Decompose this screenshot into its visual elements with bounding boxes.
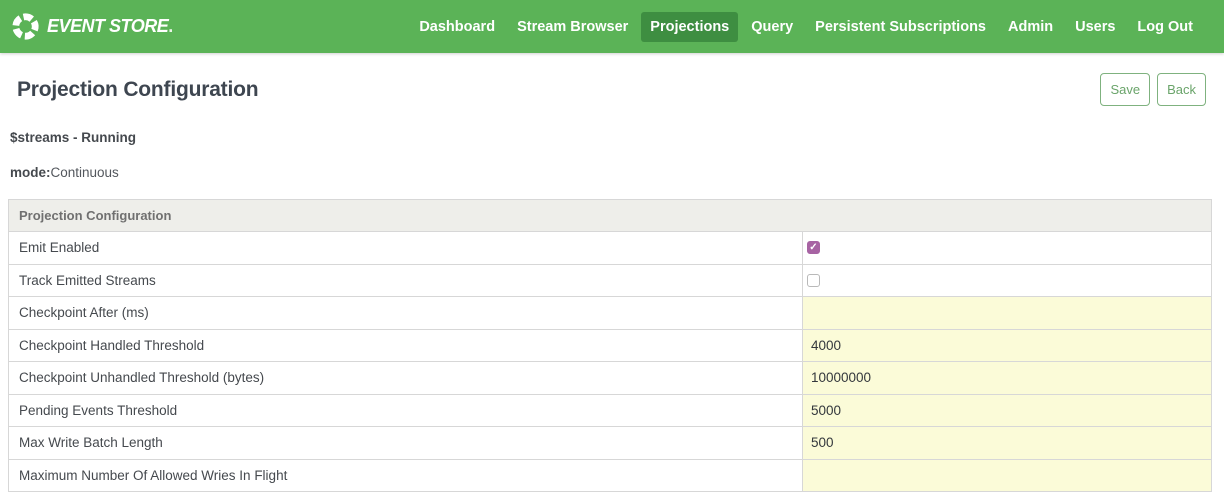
- header-buttons: Save Back: [1100, 73, 1206, 106]
- table-row: Maximum Number Of Allowed Wries In Fligh…: [9, 458, 1211, 491]
- table-row: Checkpoint Unhandled Threshold (bytes): [9, 361, 1211, 394]
- nav-item-dashboard[interactable]: Dashboard: [419, 18, 496, 35]
- nav-item-users[interactable]: Users: [1075, 18, 1116, 35]
- row-label-maximum-number-of-allowed-wries-in-flight: Maximum Number Of Allowed Wries In Fligh…: [19, 467, 288, 483]
- mode-label: mode:: [10, 165, 51, 180]
- max-write-batch-length-input[interactable]: [803, 427, 1211, 459]
- emit-enabled-checkbox[interactable]: ✓: [807, 241, 820, 255]
- page-header: Projection Configuration Save Back: [0, 53, 1224, 106]
- row-label-checkpoint-handled-threshold: Checkpoint Handled Threshold: [19, 337, 205, 353]
- row-value-cell: ✓: [802, 264, 1211, 296]
- nav-item-persistent-subscriptions[interactable]: Persistent Subscriptions: [815, 18, 986, 35]
- row-label-checkpoint-after-ms-: Checkpoint After (ms): [19, 305, 149, 321]
- nav-item-query[interactable]: Query: [751, 18, 794, 35]
- nav-item-stream-browser[interactable]: Stream Browser: [517, 18, 629, 35]
- checkpoint-unhandled-threshold-bytes--input[interactable]: [803, 362, 1211, 394]
- table-row: Max Write Batch Length: [9, 426, 1211, 459]
- brand-period: .: [168, 16, 173, 36]
- table-row: Pending Events Threshold: [9, 393, 1211, 426]
- checkpoint-after-ms--input[interactable]: [803, 297, 1211, 329]
- nav-item-log-out[interactable]: Log Out: [1137, 18, 1193, 35]
- mode-value: Continuous: [50, 165, 119, 180]
- page-title: Projection Configuration: [17, 78, 259, 101]
- table-row: Emit Enabled ✓: [9, 231, 1211, 264]
- event-store-logo[interactable]: EVENT STORE.: [10, 11, 173, 42]
- back-button[interactable]: Back: [1157, 73, 1206, 106]
- nav-item-projections[interactable]: Projections: [641, 11, 739, 42]
- row-value-cell: [802, 459, 1211, 491]
- top-navbar: EVENT STORE. Dashboard Stream Browser Proj…: [0, 0, 1224, 53]
- pending-events-threshold-input[interactable]: [803, 394, 1211, 426]
- row-value-cell: [802, 362, 1211, 394]
- row-value-cell: [802, 329, 1211, 361]
- table-row: Checkpoint Handled Threshold: [9, 328, 1211, 361]
- table-header: Projection Configuration: [9, 200, 1211, 231]
- table-body: Emit Enabled ✓ Track Emitted Streams ✓ Check…: [9, 231, 1211, 491]
- nav-menu: Dashboard Stream Browser Projections Query P…: [410, 11, 1202, 42]
- projection-status: $streams - Running: [10, 130, 137, 145]
- mode-line: mode:Continuous: [0, 165, 1224, 180]
- row-label-track-emitted-streams: Track Emitted Streams: [19, 272, 156, 288]
- row-label-emit-enabled: Emit Enabled: [19, 240, 100, 256]
- projection-configuration-table: Projection Configuration Emit Enabled ✓ Tr…: [8, 199, 1212, 492]
- maximum-number-of-allowed-wries-in-flight-input[interactable]: [803, 459, 1211, 491]
- circular-arrows-icon: [12, 13, 39, 40]
- row-value-cell: [802, 297, 1211, 329]
- row-value-cell: [802, 394, 1211, 426]
- row-value-cell: ✓: [802, 232, 1211, 264]
- table-row: Track Emitted Streams ✓: [9, 263, 1211, 296]
- table-row: Checkpoint After (ms): [9, 296, 1211, 329]
- save-button[interactable]: Save: [1100, 73, 1151, 106]
- row-label-max-write-batch-length: Max Write Batch Length: [19, 435, 163, 451]
- check-icon: ✓: [809, 241, 818, 253]
- track-emitted-streams-checkbox[interactable]: ✓: [807, 273, 820, 287]
- row-value-cell: [802, 427, 1211, 459]
- row-label-checkpoint-unhandled-threshold-bytes-: Checkpoint Unhandled Threshold (bytes): [19, 370, 265, 386]
- nav-item-admin[interactable]: Admin: [1008, 18, 1054, 35]
- brand-text: EVENT STORE.: [47, 16, 173, 36]
- row-label-pending-events-threshold: Pending Events Threshold: [19, 402, 178, 418]
- checkpoint-handled-threshold-input[interactable]: [803, 329, 1211, 361]
